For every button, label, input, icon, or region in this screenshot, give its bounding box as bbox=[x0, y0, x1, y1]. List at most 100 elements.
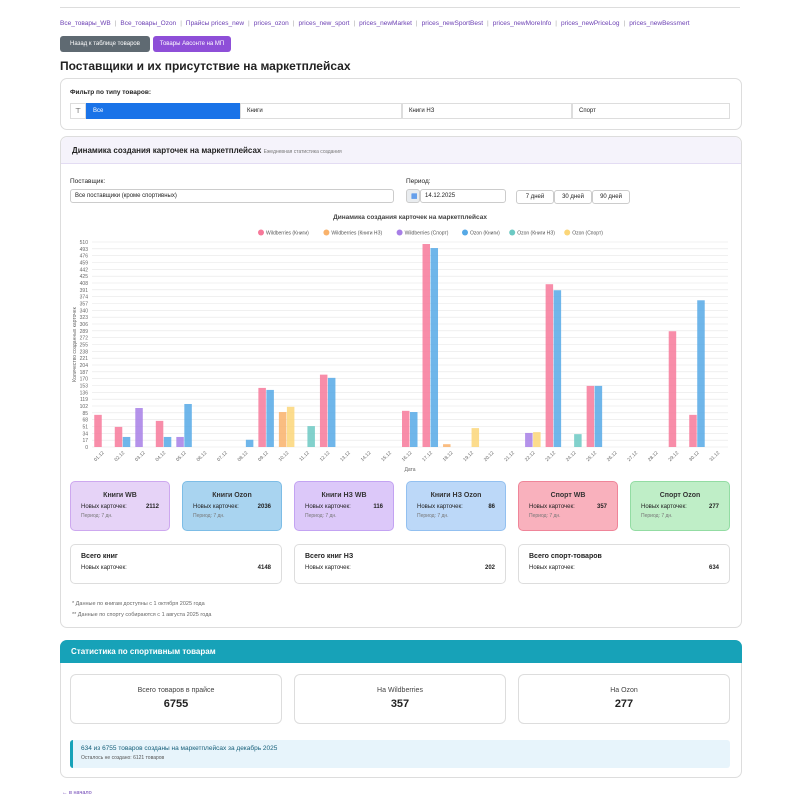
info-box: 634 из 6755 товаров созданы на маркетпле… bbox=[70, 740, 730, 768]
period-button[interactable]: 90 дней bbox=[592, 190, 630, 204]
x-tick-label: 10.12 bbox=[278, 450, 291, 463]
stat-card: Книги Ozon Новых карточек: 2036 Период: 7 д… bbox=[182, 481, 282, 531]
subtitle: Ежедневная статистика создания bbox=[263, 149, 342, 155]
separator: | bbox=[487, 20, 489, 27]
y-tick-label: 442 bbox=[80, 267, 89, 273]
stat-row: Новых карточек: 2036 bbox=[193, 504, 271, 510]
y-tick-label: 323 bbox=[80, 315, 89, 321]
total-row: Новых карточек: 4148 bbox=[81, 565, 271, 571]
nav-link[interactable]: Все_товары_WB bbox=[60, 20, 111, 27]
stat-value: 2112 bbox=[145, 504, 159, 510]
bar bbox=[319, 374, 328, 447]
separator: | bbox=[623, 20, 626, 27]
back-button[interactable]: Назад к таблице товаров bbox=[60, 36, 150, 52]
filter-tab[interactable]: Книги bbox=[240, 103, 402, 119]
stat-sub: Период: 7 дн. bbox=[417, 513, 449, 519]
period-button[interactable]: 7 дней bbox=[516, 190, 554, 204]
stat-title: Книги WB bbox=[103, 492, 137, 499]
filter-icon: ⊤ bbox=[70, 103, 86, 119]
filter-tab[interactable]: Все bbox=[86, 103, 240, 119]
nav-link[interactable]: prices_ozon bbox=[253, 20, 289, 27]
filter-tab[interactable]: Книги НЗ bbox=[402, 103, 572, 119]
x-tick-label: 21.12 bbox=[503, 450, 516, 463]
y-tick-label: 408 bbox=[80, 281, 89, 287]
footer-link[interactable]: ← в начало bbox=[62, 790, 92, 796]
x-tick-label: 11.12 bbox=[298, 450, 311, 463]
dynamics-card bbox=[60, 136, 742, 628]
period-input[interactable]: 14.12.2025 bbox=[420, 189, 506, 203]
nav-link[interactable]: prices_newMarket bbox=[359, 20, 412, 27]
period-button[interactable]: 30 дней bbox=[554, 190, 592, 204]
bar bbox=[258, 387, 266, 447]
x-tick-label: 07.12 bbox=[216, 450, 229, 463]
y-tick-label: 119 bbox=[80, 397, 88, 403]
legend-label: Ozon (Книги) bbox=[470, 231, 500, 237]
bar bbox=[402, 410, 410, 447]
separator: | bbox=[353, 20, 356, 27]
total-row: Новых карточек: 634 bbox=[529, 565, 719, 571]
legend-label: Wildberries (Спорт) bbox=[405, 231, 449, 237]
bar bbox=[327, 377, 336, 447]
bar bbox=[114, 426, 123, 447]
y-tick-label: 374 bbox=[80, 295, 89, 301]
total-title: Всего книг НЗ bbox=[305, 553, 354, 560]
sport-box: На Ozon 277 bbox=[518, 674, 730, 724]
x-tick-label: 23.12 bbox=[544, 450, 557, 463]
y-tick-label: 17 bbox=[82, 438, 88, 444]
total-title: Всего спорт-товаров bbox=[529, 553, 602, 560]
nav-link[interactable]: prices_new_sport bbox=[298, 20, 350, 27]
bar bbox=[525, 432, 533, 447]
stat-sub: Период: 7 дн. bbox=[641, 513, 673, 519]
nav-link[interactable]: Все_товары_Ozon bbox=[120, 20, 177, 27]
bar bbox=[410, 412, 418, 447]
bar bbox=[307, 426, 315, 447]
y-tick-label: 289 bbox=[80, 329, 89, 335]
separator: | bbox=[114, 20, 117, 27]
x-tick-label: 04.12 bbox=[154, 450, 167, 463]
bar bbox=[94, 414, 102, 447]
bar bbox=[163, 436, 172, 447]
bar bbox=[471, 428, 480, 447]
y-tick-label: 272 bbox=[80, 336, 89, 342]
stat-sub: Период: 7 дн. bbox=[529, 513, 561, 519]
y-tick-label: 238 bbox=[80, 349, 89, 355]
stat-label: Новых карточек: bbox=[417, 504, 463, 510]
nav-link[interactable]: prices_newBessmert bbox=[629, 20, 690, 27]
y-tick-label: 476 bbox=[80, 254, 89, 260]
y-tick-label: 187 bbox=[80, 370, 89, 376]
y-tick-label: 425 bbox=[80, 274, 89, 280]
supplier-select[interactable]: Все поставщики (кроме спортивных) bbox=[70, 189, 394, 203]
x-tick-label: 15.12 bbox=[380, 450, 393, 463]
nav-link[interactable]: prices_newPriceLog bbox=[560, 20, 620, 27]
stat-card: Книги НЗ Ozon Новых карточек: 86 Период: 7 … bbox=[406, 481, 506, 531]
nav-link[interactable]: prices_newMoreInfo bbox=[492, 20, 552, 27]
stat-title: Книги НЗ Ozon bbox=[430, 492, 482, 499]
total-card: Всего спорт-товаров Новых карточек: 634 bbox=[518, 544, 730, 584]
filter-label: Фильтр по типу товаров: bbox=[70, 89, 151, 96]
stat-row: Новых карточек: 277 bbox=[641, 504, 719, 510]
bar bbox=[245, 439, 254, 447]
nav-link[interactable]: prices_newSportBest bbox=[421, 20, 484, 27]
bar bbox=[574, 434, 582, 447]
separator: | bbox=[180, 20, 182, 27]
stat-row: Новых карточек: 2112 bbox=[81, 504, 159, 510]
y-tick-label: 391 bbox=[80, 288, 89, 294]
x-tick-label: 08.12 bbox=[237, 450, 250, 463]
total-card: Всего книг НЗ Новых карточек: 202 bbox=[294, 544, 506, 584]
bar bbox=[594, 385, 603, 447]
x-tick-label: 31.12 bbox=[708, 450, 721, 463]
stat-value: 2036 bbox=[257, 504, 271, 510]
y-tick-label: 340 bbox=[80, 308, 89, 314]
y-tick-label: 34 bbox=[82, 431, 88, 437]
bar bbox=[545, 284, 554, 447]
y-tick-label: 51 bbox=[82, 425, 88, 431]
filter-tab[interactable]: Спорт bbox=[572, 103, 730, 119]
x-tick-label: 01.12 bbox=[93, 450, 106, 463]
x-tick-label: 09.12 bbox=[257, 450, 270, 463]
goods-button[interactable]: Товары Авсонте на МП bbox=[153, 36, 231, 52]
stat-title: Спорт WB bbox=[550, 492, 586, 499]
nav-link[interactable]: Прайсы prices_new bbox=[185, 20, 245, 27]
bar bbox=[155, 420, 164, 447]
bar bbox=[122, 436, 131, 447]
